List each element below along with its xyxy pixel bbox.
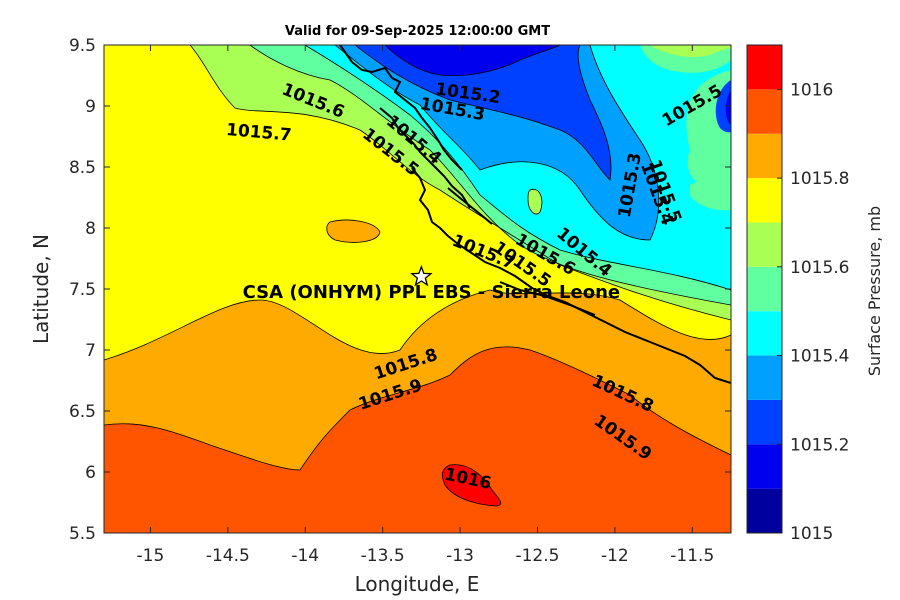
colorbar-swatch	[747, 266, 782, 312]
coastline	[339, 45, 731, 384]
colorbar-swatch	[747, 89, 782, 134]
x-tick-label: -14.5	[206, 546, 250, 566]
y-tick-label: 7.5	[69, 280, 96, 300]
level-1015.2	[355, 45, 611, 180]
star-icon	[410, 264, 433, 287]
east-1015.5	[690, 175, 731, 211]
colorbar-label: Surface Pressure, mb	[865, 206, 884, 376]
colorbar-swatch	[747, 355, 782, 400]
y-axis-label: Latitude, N	[29, 234, 53, 344]
colorbar-tick-label: 1016	[790, 80, 833, 100]
level-1015.2-east	[715, 80, 731, 133]
y-tick-label: 7	[85, 341, 96, 361]
y-tick-label: 6.5	[69, 402, 96, 422]
y-tick-label: 8	[85, 219, 96, 239]
level-1015.1	[385, 45, 560, 76]
colorbar-swatch	[747, 133, 782, 179]
colorbar-tick-label: 1015.4	[790, 347, 849, 367]
blob-1015.6	[528, 189, 542, 215]
site-marker: CSA (ONHYM) PPL EBS - Sierra Leone	[243, 264, 620, 303]
colorbar-tick-label: 1015.2	[790, 435, 849, 455]
y-axis: 5.5 6 6.5 7 7.5 8 8.5 9 9.5	[69, 36, 731, 544]
y-tick-label: 5.5	[69, 524, 96, 544]
colorbar-frame	[746, 44, 783, 534]
x-tick-label: -13.5	[361, 546, 405, 566]
x-tick-label: -12.5	[515, 546, 559, 566]
colorbar-swatch	[747, 178, 782, 223]
pressure-contour-field	[104, 45, 731, 533]
y-tick-label: 6	[85, 463, 96, 483]
colorbar-swatch	[747, 488, 782, 533]
colorbar-tick-label: 1015	[790, 524, 833, 544]
island-1015.8	[326, 220, 380, 243]
contour-lines	[104, 45, 731, 507]
colorbar-swatch	[747, 444, 782, 489]
x-axis-label: Longitude, E	[355, 572, 480, 596]
colorbar-swatch	[747, 311, 782, 356]
colorbar-swatch	[747, 45, 782, 90]
level-1015.1-east	[725, 90, 731, 125]
colorbar-swatch	[747, 399, 782, 445]
x-tick-label: -13	[446, 546, 474, 566]
colorbar: 1015 1015.2 1015.4 1015.6 1015.8 1016	[746, 44, 849, 544]
colorbar-tick-label: 1015.8	[790, 169, 849, 189]
figure-title: Valid for 09-Sep-2025 12:00:00 GMT	[284, 24, 551, 39]
y-tick-label: 8.5	[69, 158, 96, 178]
colorbar-swatch	[747, 222, 782, 267]
colorbar-tick-label: 1015.6	[790, 258, 849, 278]
x-tick-label: -11.5	[670, 546, 714, 566]
y-tick-label: 9.5	[69, 36, 96, 56]
corner-1015.6	[650, 45, 731, 57]
x-tick-label: -14	[291, 546, 319, 566]
site-label: CSA (ONHYM) PPL EBS - Sierra Leone	[243, 282, 620, 303]
x-tick-label: -15	[137, 546, 165, 566]
y-tick-label: 9	[85, 97, 96, 117]
x-tick-label: -12	[601, 546, 629, 566]
level-1015.9	[104, 346, 731, 533]
x-axis: -15 -14.5 -14 -13.5 -13 -12.5 -12 -11.5	[137, 45, 714, 566]
